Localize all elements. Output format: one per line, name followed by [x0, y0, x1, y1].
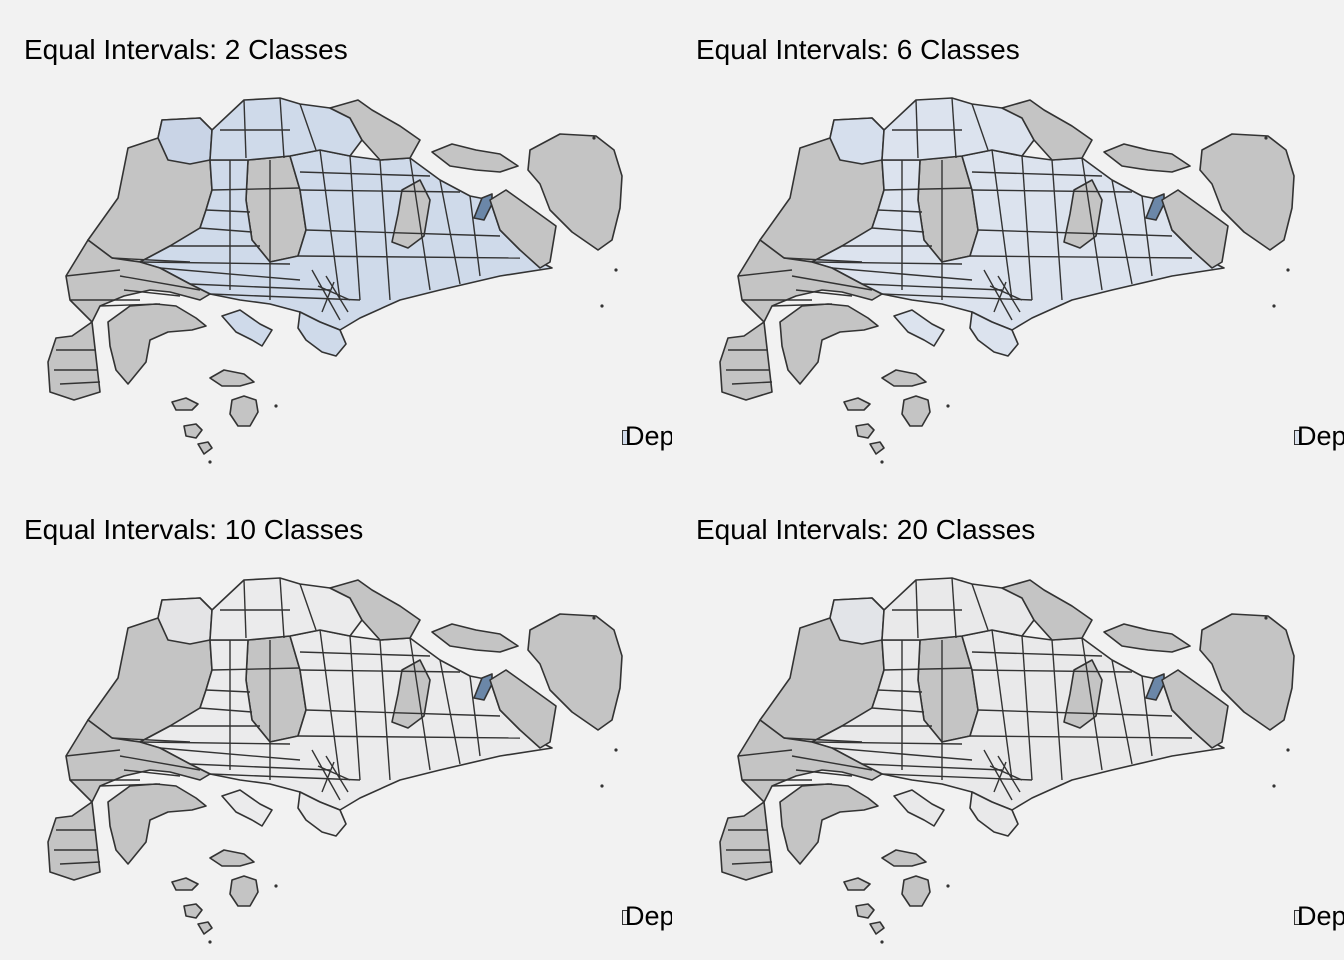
islet-dot: [274, 884, 277, 887]
islet-dot: [880, 460, 883, 463]
map-region-ubin: [1104, 624, 1190, 652]
islet-dot: [600, 304, 603, 307]
map-region-south-island-2: [172, 398, 198, 410]
map-region-south-island-4: [870, 442, 884, 454]
map-region-sentosa: [882, 370, 926, 386]
map-region-south-island-3: [184, 904, 202, 918]
legend-label: Dep: [625, 901, 672, 932]
map-region-south-island-2: [844, 398, 870, 410]
islet-dot: [1264, 616, 1267, 619]
map-region-ubin: [432, 144, 518, 172]
map-panel-4: Equal Intervals: 20 Classes Dep: [672, 480, 1344, 960]
map-region-south-island-1: [902, 396, 930, 426]
map-panel-3: Equal Intervals: 10 Classes Dep: [0, 480, 672, 960]
islet-dot: [600, 784, 603, 787]
map-region-jurong-island: [780, 784, 878, 864]
map-region-south-island-4: [198, 442, 212, 454]
choropleth-map: [0, 480, 672, 960]
map-region-south-island-1: [230, 876, 258, 906]
map-panel-2: Equal Intervals: 6 Classes Dep: [672, 0, 1344, 480]
islet-dot: [1272, 784, 1275, 787]
map-region-south-island-2: [844, 878, 870, 890]
choropleth-map: [672, 0, 1344, 480]
map-panel-1: Equal Intervals: 2 Classes Dep: [0, 0, 672, 480]
map-region-jurong-island: [108, 304, 206, 384]
islet-dot: [614, 268, 617, 271]
map-region-kranji-area: [158, 118, 212, 164]
map-region-south-island-4: [198, 922, 212, 934]
map-region-kranji-area: [830, 598, 884, 644]
legend-label: Dep: [625, 421, 672, 452]
map-region-marina-south: [222, 310, 272, 346]
legend-label: Dep: [1297, 901, 1344, 932]
map-region-sentosa: [210, 370, 254, 386]
map-region-sentosa: [210, 850, 254, 866]
choropleth-map: [0, 0, 672, 480]
map-region-south-island-3: [856, 424, 874, 438]
map-region-jurong-island: [108, 784, 206, 864]
map-region-south-island-2: [172, 878, 198, 890]
islet-dot: [208, 940, 211, 943]
choropleth-map: [672, 480, 1344, 960]
islet-dot: [1272, 304, 1275, 307]
map-region-jurong-island: [780, 304, 878, 384]
map-region-south-island-1: [902, 876, 930, 906]
map-region-south-island-1: [230, 396, 258, 426]
islet-dot: [614, 748, 617, 751]
map-region-ubin: [1104, 144, 1190, 172]
map-region-marina-south: [894, 310, 944, 346]
islet-dot: [1286, 748, 1289, 751]
map-region-kranji-area: [830, 118, 884, 164]
map-region-south-island-3: [184, 424, 202, 438]
map-region-marina-south: [222, 790, 272, 826]
map-region-marina-south: [894, 790, 944, 826]
map-region-ubin: [432, 624, 518, 652]
map-region-south-island-4: [870, 922, 884, 934]
legend-label: Dep: [1297, 421, 1344, 452]
islet-dot: [880, 940, 883, 943]
islet-dot: [1286, 268, 1289, 271]
islet-dot: [1264, 136, 1267, 139]
islet-dot: [946, 884, 949, 887]
islet-dot: [592, 136, 595, 139]
map-region-south-island-3: [856, 904, 874, 918]
islet-dot: [946, 404, 949, 407]
islet-dot: [208, 460, 211, 463]
map-region-kranji-area: [158, 598, 212, 644]
map-region-sentosa: [882, 850, 926, 866]
islet-dot: [274, 404, 277, 407]
islet-dot: [592, 616, 595, 619]
